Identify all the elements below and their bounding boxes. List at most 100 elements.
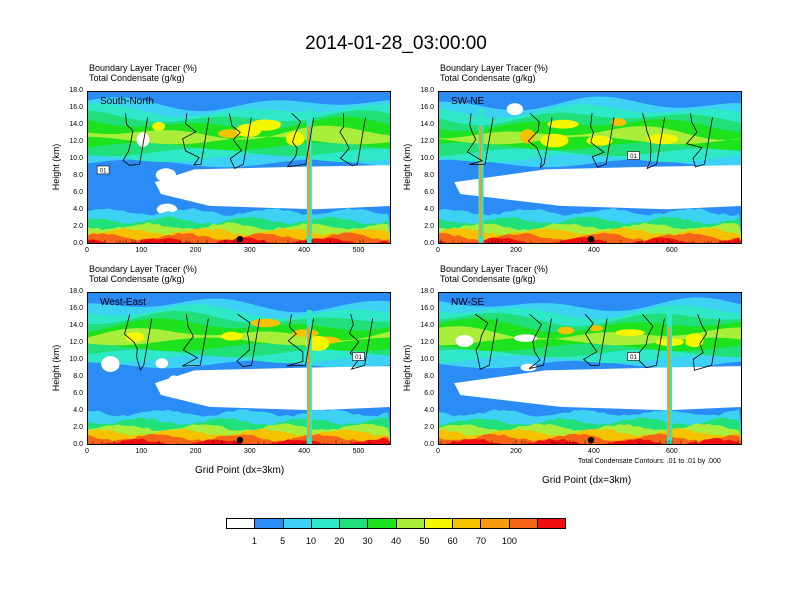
x-tick-label: 200 [189, 448, 202, 455]
y-tick-label: 14.0 [420, 121, 434, 128]
y-tick-label: 4.0 [424, 407, 434, 414]
panel-title-condensate: Total Condensate (g/kg) [440, 274, 536, 284]
contour-line [590, 113, 615, 168]
colorbar-swatch [453, 519, 482, 528]
colorbar-swatch [396, 519, 425, 528]
x-tick-label: 400 [588, 247, 600, 254]
field-patch [152, 121, 166, 131]
colorbar-swatch [283, 519, 312, 528]
contour-line [286, 314, 314, 367]
field-clear-patch [155, 358, 169, 369]
contour-line [474, 313, 498, 370]
y-tick-label: 2.0 [73, 223, 83, 230]
x-tick-label: 200 [189, 247, 202, 254]
y-tick-label: 2.0 [73, 424, 83, 431]
colorbar-level-label: 40 [390, 536, 401, 546]
colorbar-level-label: 5 [280, 536, 286, 546]
field-patch [646, 133, 679, 145]
contour-label-box [627, 352, 640, 361]
x-tick-label: 600 [666, 247, 678, 254]
x-tick-label: 400 [588, 448, 600, 455]
field-patch [685, 339, 703, 347]
field-clear-patch [509, 176, 520, 183]
y-tick-label: 0.0 [424, 240, 434, 247]
y-tick-label: 0.0 [424, 441, 434, 448]
field-patch [250, 318, 281, 328]
field-patch [218, 129, 242, 138]
contour-line [685, 113, 713, 168]
field-patch [285, 131, 305, 146]
colorbar-swatch [481, 519, 510, 528]
contour-line [582, 313, 608, 366]
panel-title-tracer: Boundary Layer Tracer (%) [440, 63, 549, 73]
y-tick-label: 16.0 [420, 104, 434, 111]
y-tick-label: 12.0 [420, 339, 434, 346]
colorbar-level-label: 1 [251, 536, 257, 546]
field-clear-patch [506, 103, 524, 116]
field-patch [557, 326, 575, 335]
y-tick-label: 6.0 [424, 189, 434, 196]
contour-line [182, 113, 210, 166]
x-axis-label: Grid Point (dx=3km) [542, 475, 632, 486]
x-axis-label: Grid Point (dx=3km) [195, 465, 285, 476]
y-tick-label: 4.0 [73, 407, 83, 414]
heatmap-svg: 01 [88, 293, 390, 444]
colorbar-level-label: 10 [305, 536, 316, 546]
field-clear-region [154, 366, 390, 411]
colorbar-swatch [509, 519, 538, 528]
colorbar-level-label: 20 [334, 536, 345, 546]
plot-area-sw-ne: 01 SW-NE [438, 91, 742, 244]
y-tick-label: 14.0 [69, 322, 83, 329]
contour-line [466, 113, 494, 166]
y-tick-label: 2.0 [424, 223, 434, 230]
y-tick-label: 8.0 [73, 172, 83, 179]
panel-label: West-East [100, 297, 146, 308]
condensate-contours [122, 112, 366, 170]
field-patch [292, 329, 319, 338]
y-tick-label: 18.0 [69, 87, 83, 94]
field-plume [307, 327, 310, 438]
x-tick-label: 0 [85, 448, 89, 455]
x-tick-label: 400 [298, 247, 310, 254]
x-tick-label: 600 [666, 448, 678, 455]
field-clear-patch [455, 335, 474, 347]
contour-label: 01 [630, 355, 637, 361]
contour-line [642, 113, 666, 170]
field-clear-patch [514, 334, 538, 342]
location-marker [236, 235, 244, 243]
colorbar-level-label: 60 [447, 536, 458, 546]
field-patch [125, 332, 145, 343]
y-tick-label: 12.0 [420, 138, 434, 145]
colorbar-level-label: 100 [501, 536, 517, 546]
x-tick-label: 500 [352, 247, 365, 254]
y-tick-label: 10.0 [420, 356, 434, 363]
contour-line [122, 113, 149, 166]
colorbar-swatch [340, 519, 369, 528]
y-tick-label: 2.0 [424, 424, 434, 431]
field-patch [547, 119, 579, 129]
contour-footnote: Total Condensate Contours: .01 to .01 by… [578, 458, 721, 465]
y-tick-label: 16.0 [420, 305, 434, 312]
x-tick-label: 300 [244, 247, 256, 254]
colorbar-level-label: 30 [362, 536, 373, 546]
y-tick-label: 16.0 [69, 305, 83, 312]
location-marker [587, 235, 595, 243]
contour-line [527, 112, 553, 169]
colorbar-swatch [368, 519, 397, 528]
x-tick-label: 200 [510, 448, 522, 455]
y-tick-label: 4.0 [73, 206, 83, 213]
field-clear-patch [136, 132, 150, 147]
contour-line [286, 112, 315, 168]
y-tick-label: 14.0 [69, 121, 83, 128]
x-tick-label: 200 [510, 247, 522, 254]
x-tick-label: 0 [436, 247, 440, 254]
heatmap-svg: 01 [439, 92, 741, 243]
y-tick-label: 12.0 [69, 339, 83, 346]
y-tick-label: 12.0 [69, 138, 83, 145]
field-clear-patch [167, 375, 181, 389]
panel-title-tracer: Boundary Layer Tracer (%) [89, 63, 198, 73]
condensate-contours [466, 112, 713, 170]
panel-label: NW-SE [451, 297, 485, 308]
colorbar-swatch [311, 519, 340, 528]
colorbar-level-label: 70 [475, 536, 486, 546]
